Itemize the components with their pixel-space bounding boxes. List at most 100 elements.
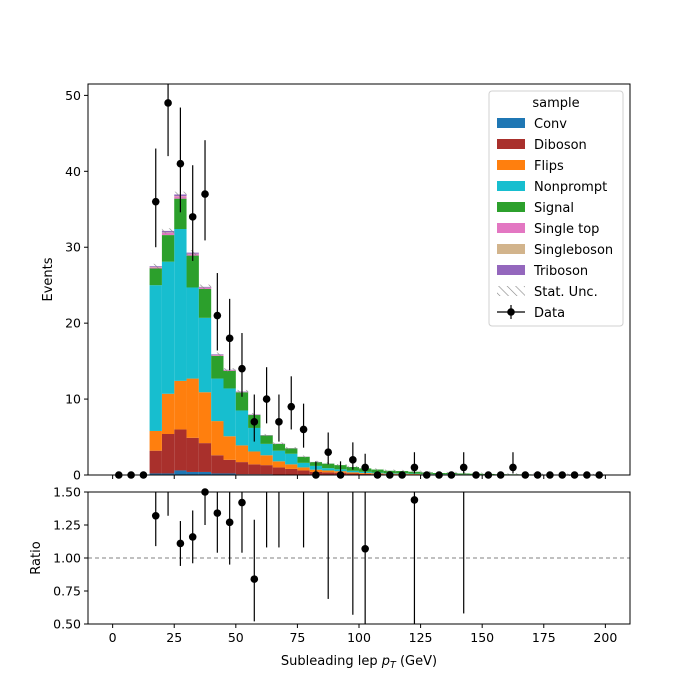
stat-unc-band <box>161 228 175 234</box>
bar-diboson <box>174 429 187 471</box>
bar-nonprompt <box>322 468 335 471</box>
x-tick-label: 150 <box>470 630 494 645</box>
data-point <box>213 311 222 320</box>
bar-single-top <box>161 232 175 236</box>
legend-label: Diboson <box>534 138 587 153</box>
data-point <box>275 418 283 426</box>
legend-label: Conv <box>534 117 567 132</box>
ratio-point <box>225 518 234 527</box>
bar-signal <box>161 235 175 262</box>
x-tick-label: 100 <box>347 630 371 645</box>
bar-diboson <box>322 472 335 475</box>
legend-swatch-single-top <box>497 223 525 233</box>
legend-swatch-diboson <box>497 139 525 149</box>
bar-flips <box>272 461 286 468</box>
bar-conv <box>186 471 199 475</box>
bar-flips <box>223 436 236 460</box>
x-tick-label: 50 <box>228 630 244 645</box>
bar-diboson <box>297 470 310 475</box>
stat-unc-band <box>285 446 298 450</box>
stat-unc-band <box>149 263 162 269</box>
bar-diboson <box>346 473 359 475</box>
ratio-point <box>361 544 369 553</box>
bar-nonprompt <box>174 229 187 381</box>
main-x-ticks <box>112 475 606 479</box>
ratio-y-tick-label: 1.50 <box>53 485 81 500</box>
x-tick-label: 125 <box>409 630 433 645</box>
bar-conv <box>198 471 212 475</box>
data-point <box>287 402 296 411</box>
ratio-axes-frame <box>87 491 631 625</box>
bar-conv <box>211 473 224 475</box>
ratio-point <box>188 533 197 541</box>
bar-nonprompt <box>272 450 286 462</box>
bar-conv <box>174 470 187 475</box>
legend-swatch-flips <box>497 160 525 170</box>
bar-nonprompt <box>346 470 359 473</box>
main-panel: 0 10 20 30 40 50 Events <box>41 83 631 483</box>
bar-signal <box>285 448 298 454</box>
stat-unc-band <box>371 468 384 471</box>
data-point <box>164 99 172 107</box>
legend-label: Data <box>534 306 565 321</box>
bar-signal <box>297 456 310 463</box>
bar-nonprompt <box>161 261 175 394</box>
x-tick-label: 75 <box>289 630 305 645</box>
bar-signal <box>211 355 224 379</box>
legend-swatch-conv <box>497 118 525 128</box>
ratio-y-tick-label: 0.75 <box>53 584 81 599</box>
bar-nonprompt <box>149 285 162 431</box>
bar-flips <box>161 393 175 435</box>
bar-diboson <box>248 464 261 475</box>
data-point <box>361 463 369 472</box>
stat-unc-band <box>395 469 409 473</box>
legend-swatch-singleboson <box>497 244 525 254</box>
bar-flips <box>322 470 335 473</box>
bar-diboson <box>223 459 236 474</box>
ratio-y-ticks: 0.50 0.75 1.00 1.25 1.50 <box>53 485 88 632</box>
x-tick-label: 25 <box>166 630 182 645</box>
bar-diboson <box>161 434 175 474</box>
y-axis-label: Events <box>41 257 56 301</box>
legend-title: sample <box>532 96 579 111</box>
main-y-ticks: 0 10 20 30 40 50 <box>65 88 88 483</box>
legend-swatch-triboson <box>497 265 525 275</box>
bar-signal <box>223 370 236 389</box>
legend-label: Nonprompt <box>534 180 607 195</box>
legend-label: Stat. Unc. <box>534 285 598 300</box>
bar-nonprompt <box>285 453 298 465</box>
bar-diboson <box>149 450 162 474</box>
ratio-point <box>213 509 222 517</box>
ratio-y-tick-label: 1.00 <box>53 551 81 566</box>
bar-signal <box>149 268 162 286</box>
bar-diboson <box>198 443 212 472</box>
data-point <box>151 197 160 206</box>
data-point <box>250 418 259 426</box>
ratio-y-tick-label: 1.25 <box>53 518 81 533</box>
legend-data-marker <box>507 308 515 316</box>
y-tick-label: 30 <box>65 240 81 255</box>
stat-unc-band <box>297 455 310 458</box>
ratio-point <box>410 496 419 504</box>
y-tick-label: 10 <box>65 392 81 407</box>
legend-label: Single top <box>534 222 599 237</box>
stat-unc-band <box>272 442 286 445</box>
bar-nonprompt <box>211 378 224 422</box>
bar-flips <box>211 421 224 456</box>
x-axis-label: Subleading lep pT (GeV) <box>281 654 437 671</box>
bar-flips <box>285 464 298 469</box>
data-point <box>410 463 419 472</box>
bar-flips <box>346 472 359 474</box>
data-point <box>201 190 209 198</box>
data-point <box>176 159 185 168</box>
data-point <box>225 334 234 343</box>
legend-label: Flips <box>534 159 564 174</box>
bar-nonprompt <box>260 443 273 456</box>
bar-diboson <box>235 462 249 475</box>
stat-unc-band <box>198 284 212 290</box>
bar-nonprompt <box>223 388 236 437</box>
data-point <box>509 463 517 472</box>
bar-flips <box>186 378 199 438</box>
y-tick-label: 50 <box>65 88 81 103</box>
